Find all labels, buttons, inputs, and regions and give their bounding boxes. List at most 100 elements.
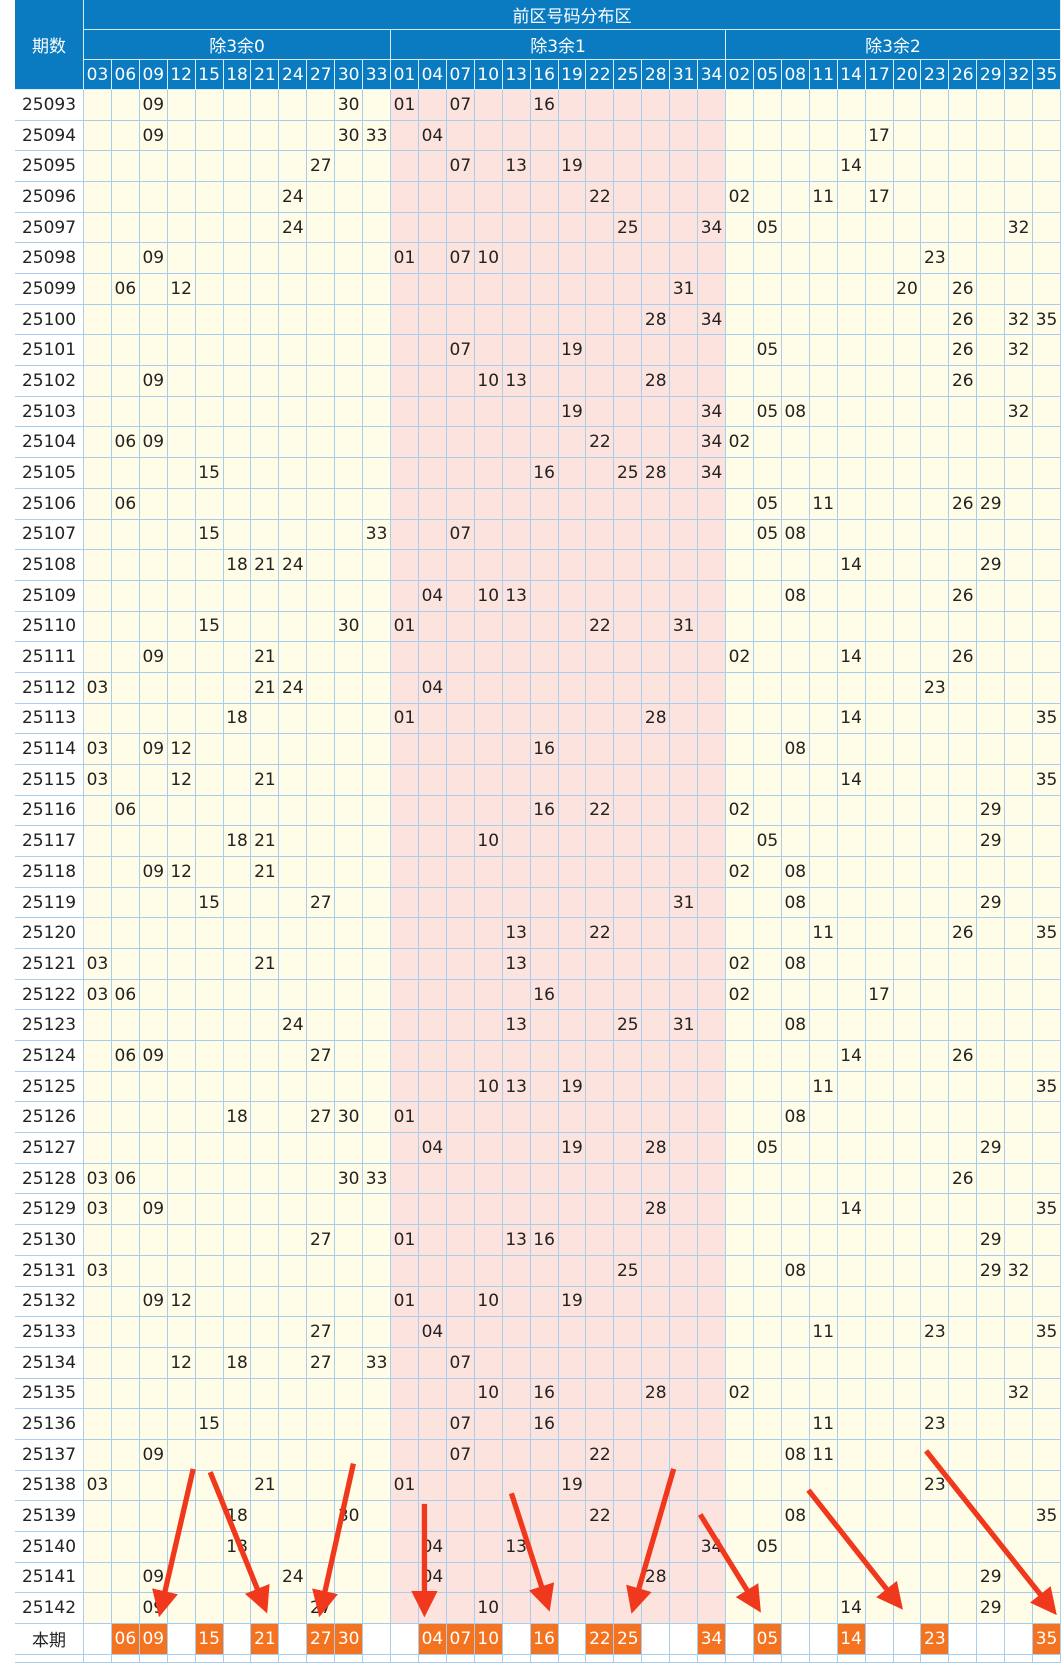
cell xyxy=(139,1102,168,1134)
cell xyxy=(363,1071,392,1103)
column-header: 16 xyxy=(530,60,559,90)
cell xyxy=(726,458,754,489)
cell xyxy=(335,1071,364,1103)
cell xyxy=(558,304,587,336)
cell xyxy=(558,1255,587,1287)
cell xyxy=(642,90,671,121)
cell xyxy=(1005,611,1034,643)
cell xyxy=(111,1531,140,1563)
cell xyxy=(223,519,252,551)
cell xyxy=(614,887,643,919)
cell xyxy=(418,366,447,397)
drawn-number: 26 xyxy=(949,1041,978,1072)
cell xyxy=(474,90,503,121)
cell xyxy=(670,1624,699,1655)
cell xyxy=(865,918,894,950)
drawn-number: 11 xyxy=(809,1317,838,1348)
cell xyxy=(558,1654,587,1663)
cell xyxy=(726,550,754,581)
cell xyxy=(753,918,782,950)
cell xyxy=(670,120,699,152)
drawn-number: 24 xyxy=(279,212,308,244)
cell xyxy=(1005,1286,1034,1318)
cell xyxy=(474,887,503,919)
cell xyxy=(642,212,671,244)
cell xyxy=(670,1470,699,1502)
cell xyxy=(558,274,587,305)
cell xyxy=(195,1562,224,1594)
cell xyxy=(614,396,643,428)
cell xyxy=(614,1654,643,1663)
cell xyxy=(921,1439,950,1471)
cell xyxy=(614,519,643,551)
cell xyxy=(195,672,224,704)
cell xyxy=(781,151,810,183)
cell xyxy=(530,1010,559,1042)
cell xyxy=(586,1562,615,1594)
cell xyxy=(279,857,308,888)
drawn-number: 21 xyxy=(251,764,280,796)
current-number: 21 xyxy=(251,1624,280,1655)
cell xyxy=(614,1501,643,1532)
cell xyxy=(335,396,364,428)
cell xyxy=(893,427,922,459)
cell xyxy=(223,795,252,827)
cell xyxy=(670,1654,699,1663)
cell xyxy=(865,1378,894,1410)
cell xyxy=(195,979,224,1011)
cell xyxy=(921,703,950,735)
drawn-number: 10 xyxy=(474,243,503,275)
cell xyxy=(502,672,531,704)
drawn-number: 11 xyxy=(809,1409,838,1440)
cell xyxy=(84,427,112,459)
cell xyxy=(586,764,615,796)
cell xyxy=(726,396,754,428)
cell xyxy=(893,1439,922,1471)
cell xyxy=(614,427,643,459)
cell xyxy=(446,1654,475,1663)
cell xyxy=(474,857,503,888)
cell xyxy=(726,1041,754,1072)
cell xyxy=(167,1010,196,1042)
cell xyxy=(167,396,196,428)
cell xyxy=(111,550,140,581)
cell xyxy=(474,949,503,980)
cell xyxy=(418,335,447,367)
column-header: 24 xyxy=(279,60,308,90)
cell xyxy=(837,734,866,765)
cell xyxy=(837,918,866,950)
cell xyxy=(307,274,336,305)
cell xyxy=(949,611,978,643)
cell xyxy=(84,90,112,121)
drawn-number: 07 xyxy=(446,1439,475,1471)
cell xyxy=(977,1654,1006,1663)
cell xyxy=(279,488,308,520)
cell xyxy=(363,274,392,305)
cell xyxy=(251,611,280,643)
cell xyxy=(251,734,280,765)
cell xyxy=(335,212,364,244)
cell xyxy=(446,550,475,581)
cell xyxy=(167,1439,196,1471)
cell xyxy=(642,1225,671,1256)
cell xyxy=(586,550,615,581)
cell xyxy=(418,1010,447,1042)
cell xyxy=(502,795,531,827)
cell xyxy=(279,918,308,950)
cell xyxy=(335,458,364,489)
cell xyxy=(307,1071,336,1103)
cell xyxy=(614,274,643,305)
cell xyxy=(893,1409,922,1440)
cell xyxy=(279,1624,308,1655)
cell xyxy=(1005,580,1034,612)
drawn-number: 14 xyxy=(837,1194,866,1226)
drawn-number: 29 xyxy=(977,1562,1006,1594)
cell xyxy=(865,1624,894,1655)
group-header: 除3余2 xyxy=(726,30,1061,60)
cell xyxy=(670,427,699,459)
cell xyxy=(893,1347,922,1379)
cell xyxy=(279,580,308,612)
cell xyxy=(837,243,866,275)
cell xyxy=(586,1225,615,1256)
cell xyxy=(642,1071,671,1103)
